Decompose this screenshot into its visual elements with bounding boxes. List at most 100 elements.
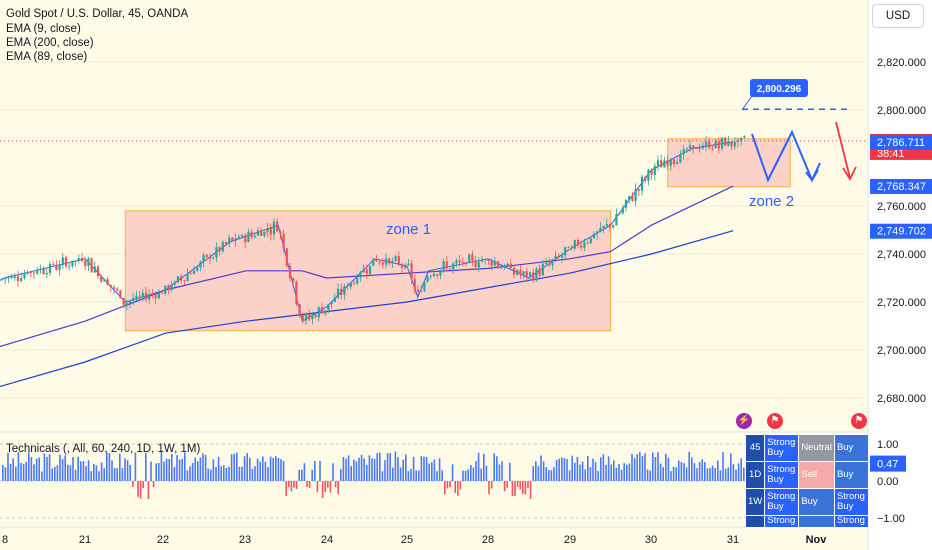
candle [58, 265, 61, 270]
candle [160, 292, 164, 294]
histogram-bar [303, 463, 306, 481]
ema-200-legend[interactable]: EMA (200, close) [6, 37, 94, 49]
histogram-bar [423, 456, 425, 481]
histogram-bar [519, 481, 521, 490]
histogram-bar [566, 459, 568, 481]
histogram-bar [457, 481, 459, 496]
us-flag-icon[interactable]: ⚑ [851, 413, 867, 429]
candle [727, 141, 730, 146]
candle [176, 276, 180, 283]
histogram-bar [514, 481, 516, 496]
histogram-bar [368, 455, 371, 481]
histogram-bar [165, 458, 168, 481]
signal-cell: Strong Buy [764, 434, 800, 462]
histogram-bar [314, 461, 316, 481]
histogram-bar [667, 457, 670, 481]
technicals-title[interactable]: Technicals (, All, 60, 240, 1D, 1W, 1M) [6, 443, 201, 455]
candle [650, 169, 653, 175]
lightning-icon[interactable]: ⚡ [736, 413, 752, 429]
histogram-bar [415, 470, 417, 481]
histogram-bar [490, 481, 493, 489]
candle [388, 258, 391, 264]
candle [602, 226, 605, 228]
price-tick-label: 2,820.000 [877, 57, 926, 69]
histogram-bar [38, 457, 40, 481]
histogram-bar [493, 453, 495, 481]
histogram-bar [592, 458, 594, 481]
candle [634, 189, 637, 201]
histogram-bar [425, 456, 428, 481]
histogram-bar [251, 468, 254, 481]
candle [506, 263, 509, 266]
candle [413, 279, 416, 290]
candle [608, 224, 612, 228]
histogram-bar [243, 456, 246, 481]
histogram-bar [646, 469, 649, 481]
candle [138, 295, 141, 297]
histogram-bar [103, 468, 105, 481]
histogram-bar [345, 458, 347, 481]
histogram-bar [241, 466, 243, 481]
histogram-bar [306, 481, 308, 488]
histogram-bar [509, 462, 511, 481]
price-label-box [870, 223, 932, 239]
candle [106, 279, 109, 285]
histogram-bar [657, 452, 659, 481]
histogram-bar [15, 466, 17, 481]
tech-tick-label: −1.00 [877, 513, 905, 525]
tech-value-box [870, 455, 906, 472]
candle [186, 273, 189, 281]
candle [733, 141, 736, 147]
histogram-bar [644, 453, 646, 481]
signal-cell: Strong Buy [764, 488, 800, 516]
histogram-bar [680, 462, 683, 481]
histogram-bar [371, 458, 373, 481]
histogram-bar [561, 457, 563, 481]
histogram-bar [215, 467, 217, 481]
price-tick-label: 2,720.000 [877, 297, 926, 309]
histogram-bar [347, 455, 350, 481]
histogram-bar [69, 465, 72, 481]
histogram-bar [623, 463, 625, 481]
currency-button[interactable]: USD [872, 4, 924, 28]
histogram-bar [48, 454, 51, 481]
histogram-bar [467, 469, 469, 481]
histogram-bar [475, 461, 477, 481]
histogram-bar [152, 481, 155, 488]
candle [320, 307, 324, 314]
candle [362, 269, 365, 273]
candle [298, 304, 301, 316]
candle [84, 261, 87, 267]
histogram-bar [186, 470, 189, 481]
histogram-bar [678, 460, 680, 481]
ema-9-legend[interactable]: EMA (9, close) [6, 23, 81, 35]
ema-89-legend[interactable]: EMA (89, close) [6, 51, 88, 63]
countdown-label: 38:41 [877, 148, 905, 160]
histogram-bar [652, 452, 654, 481]
histogram-bar [46, 456, 48, 481]
us-flag-icon[interactable]: ⚑ [767, 413, 783, 429]
candle [224, 242, 228, 244]
histogram-bar [77, 456, 79, 481]
candle [330, 301, 333, 305]
symbol-title[interactable]: Gold Spot / U.S. Dollar, 45, OANDA [6, 8, 189, 20]
histogram-bar [470, 465, 472, 481]
candle [87, 258, 90, 267]
price-label: 2,749.702 [877, 226, 926, 238]
candle [548, 262, 551, 266]
candle [743, 136, 746, 138]
candle [365, 269, 368, 274]
candle [538, 268, 541, 276]
candle [74, 260, 77, 262]
histogram-bar [719, 470, 722, 481]
candle [68, 266, 71, 267]
histogram-bar [522, 481, 524, 494]
candle [250, 231, 253, 238]
histogram-bar [654, 456, 657, 481]
candle [599, 227, 602, 232]
histogram-bar [204, 454, 207, 481]
histogram-bar [399, 467, 402, 481]
candle [336, 288, 340, 298]
histogram-bar [217, 456, 220, 481]
